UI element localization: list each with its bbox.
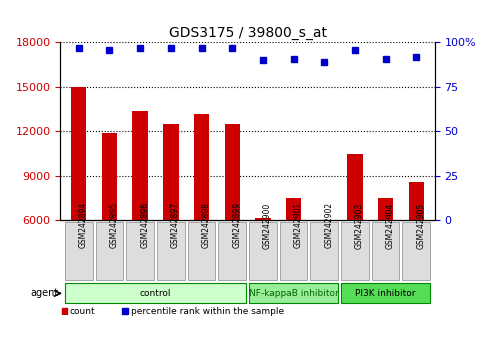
FancyBboxPatch shape <box>65 222 93 280</box>
Bar <box>194 114 209 309</box>
Text: GSM242898: GSM242898 <box>201 202 211 249</box>
FancyBboxPatch shape <box>96 222 123 280</box>
FancyBboxPatch shape <box>372 222 399 280</box>
Text: GSM242905: GSM242905 <box>416 202 426 249</box>
FancyBboxPatch shape <box>218 222 246 280</box>
Bar <box>409 182 424 309</box>
Text: GSM242897: GSM242897 <box>171 202 180 249</box>
Text: GSM242900: GSM242900 <box>263 202 272 249</box>
FancyBboxPatch shape <box>127 222 154 280</box>
Bar <box>286 198 301 309</box>
Bar <box>255 217 270 309</box>
Text: NF-kappaB inhibitor: NF-kappaB inhibitor <box>249 289 339 298</box>
Bar <box>225 124 240 309</box>
Text: GSM242901: GSM242901 <box>294 202 302 249</box>
Bar <box>316 220 332 309</box>
FancyBboxPatch shape <box>157 222 185 280</box>
Text: GSM242904: GSM242904 <box>385 202 395 249</box>
Text: percentile rank within the sample: percentile rank within the sample <box>131 307 284 316</box>
Text: count: count <box>70 307 95 316</box>
FancyBboxPatch shape <box>341 283 430 303</box>
Text: agent: agent <box>30 289 59 298</box>
Bar <box>163 124 179 309</box>
FancyBboxPatch shape <box>311 222 338 280</box>
Text: GSM242903: GSM242903 <box>355 202 364 249</box>
Bar <box>378 198 393 309</box>
FancyBboxPatch shape <box>249 222 277 280</box>
Text: GSM242896: GSM242896 <box>140 202 149 249</box>
FancyBboxPatch shape <box>188 222 215 280</box>
FancyBboxPatch shape <box>65 283 246 303</box>
Bar <box>62 308 68 315</box>
FancyBboxPatch shape <box>280 222 307 280</box>
Text: GSM242899: GSM242899 <box>232 202 241 249</box>
FancyBboxPatch shape <box>249 283 338 303</box>
Bar <box>347 154 363 309</box>
Text: PI3K inhibitor: PI3K inhibitor <box>355 289 416 298</box>
Text: control: control <box>140 289 171 298</box>
Text: GSM242894: GSM242894 <box>79 202 88 249</box>
Bar <box>132 111 148 309</box>
Text: GSM242902: GSM242902 <box>324 202 333 249</box>
FancyBboxPatch shape <box>402 222 430 280</box>
Bar <box>71 87 86 309</box>
Bar <box>102 133 117 309</box>
FancyBboxPatch shape <box>341 222 369 280</box>
Title: GDS3175 / 39800_s_at: GDS3175 / 39800_s_at <box>169 26 327 40</box>
Text: GSM242895: GSM242895 <box>110 202 118 249</box>
